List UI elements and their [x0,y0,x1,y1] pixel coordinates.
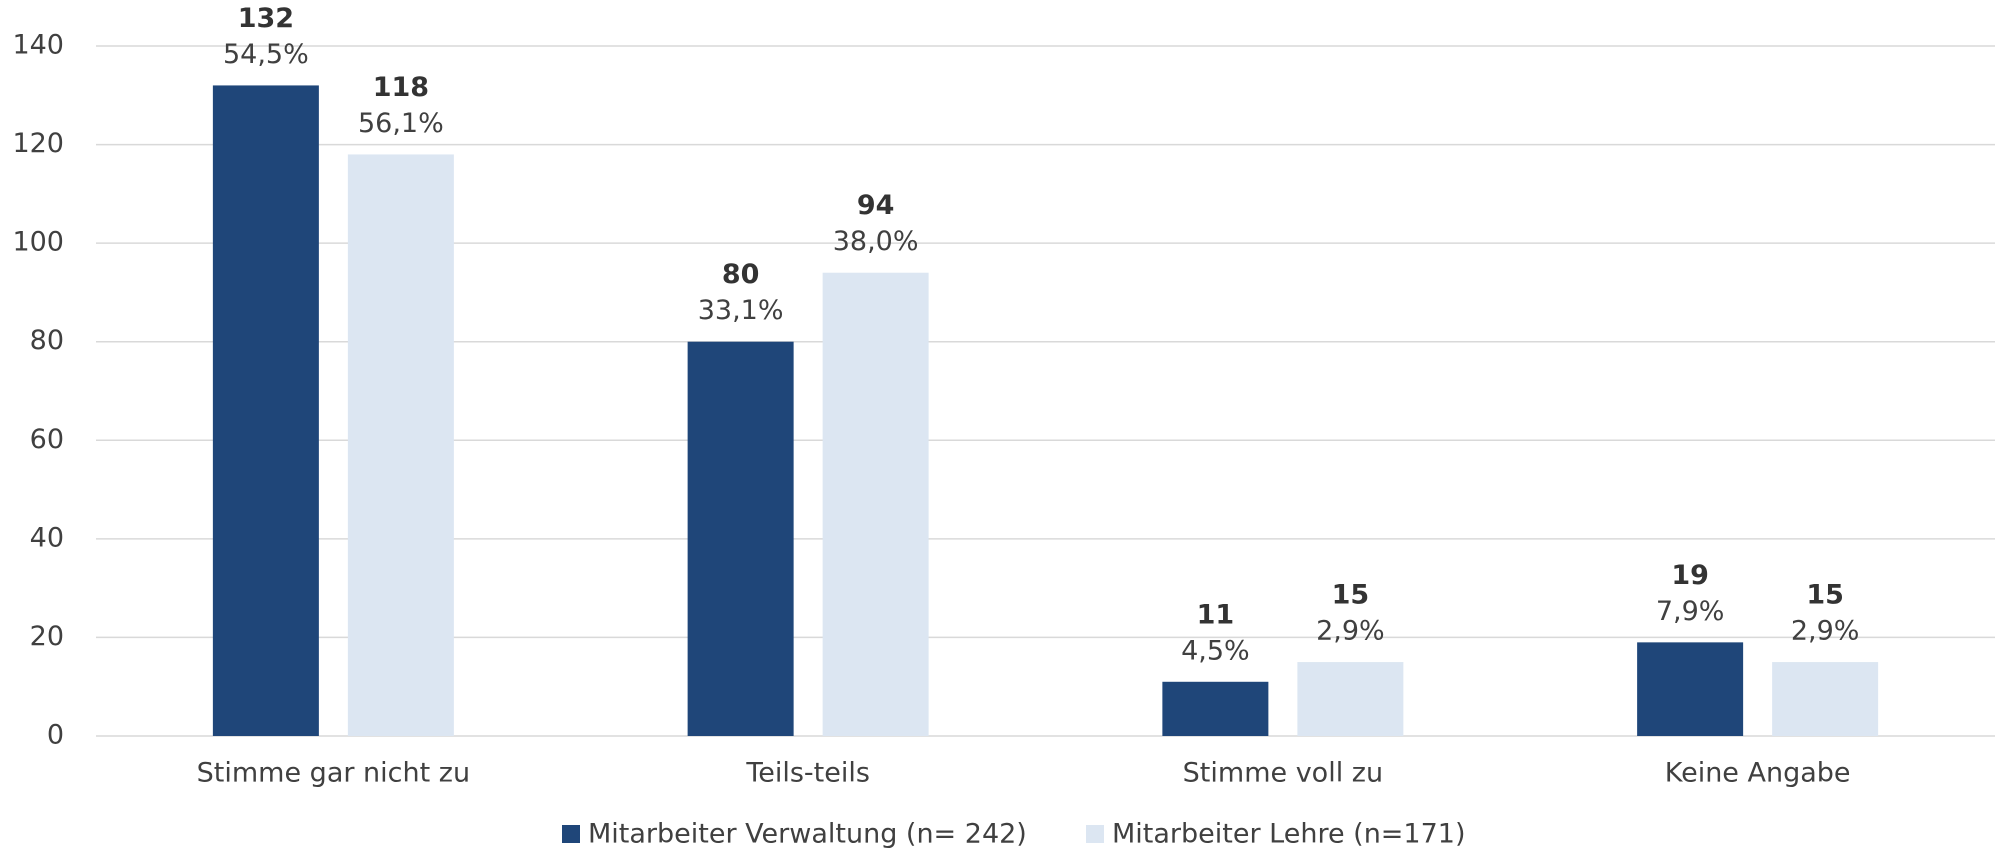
share-label: 56,1% [358,108,444,139]
bar [1162,681,1269,736]
x-tick-label: Stimme gar nicht zu [197,758,470,789]
y-tick-label: 40 [30,522,64,553]
share-label: 4,5% [1181,635,1250,666]
y-tick-label: 0 [47,720,64,751]
value-label: 11 [1197,599,1235,630]
x-tick-label: Teils-teils [745,758,870,789]
bar [822,272,929,736]
bar [687,341,794,736]
legend-swatch [1086,825,1104,843]
value-label: 15 [1332,580,1370,611]
legend-swatch [562,825,580,843]
value-label: 94 [857,190,895,221]
y-tick-label: 60 [30,424,64,455]
x-tick-label: Stimme voll zu [1183,758,1383,789]
share-label: 7,9% [1656,596,1725,627]
share-label: 54,5% [223,39,309,70]
bar [1637,642,1744,736]
share-label: 2,9% [1316,616,1385,647]
x-tick-label: Keine Angabe [1665,758,1851,789]
y-tick-label: 20 [30,621,64,652]
legend-label: Mitarbeiter Verwaltung (n= 242) [588,819,1027,850]
value-label: 118 [373,72,429,103]
share-label: 2,9% [1791,616,1860,647]
bar [1772,662,1879,736]
value-label: 80 [722,259,760,290]
y-tick-label: 140 [12,30,64,61]
share-label: 33,1% [698,295,784,326]
bar [212,85,319,736]
legend-label: Mitarbeiter Lehre (n=171) [1112,819,1466,850]
bar [1297,662,1404,736]
bar [347,154,454,736]
y-tick-label: 100 [12,227,64,258]
y-tick-label: 80 [30,325,64,356]
value-label: 15 [1806,580,1844,611]
value-label: 132 [238,3,294,34]
y-tick-label: 120 [12,128,64,159]
share-label: 38,0% [833,226,919,257]
value-label: 19 [1671,560,1709,591]
